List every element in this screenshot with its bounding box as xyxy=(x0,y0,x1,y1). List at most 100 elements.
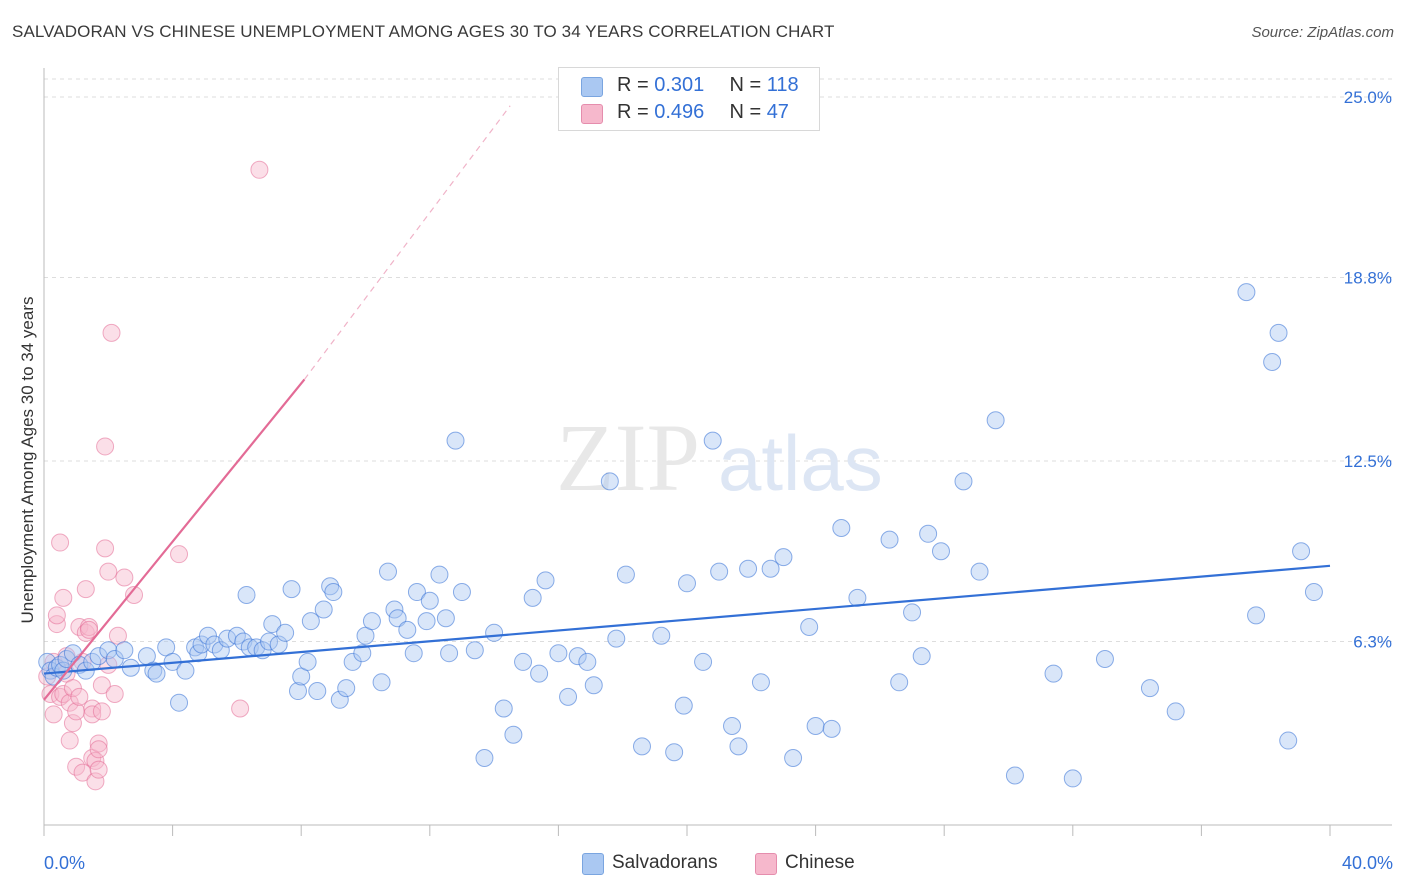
data-point-salvadoran xyxy=(800,617,819,636)
data-point-salvadoran xyxy=(912,647,931,666)
data-point-chinese xyxy=(86,772,105,791)
legend-r-label: R = xyxy=(617,101,655,123)
data-point-salvadoran xyxy=(694,652,713,671)
data-point-salvadoran xyxy=(919,524,938,543)
data-point-salvadoran xyxy=(954,472,973,491)
data-point-salvadoran xyxy=(288,682,307,701)
data-point-chinese xyxy=(96,539,115,558)
bottom-legend-swatch-blue xyxy=(582,853,604,875)
data-point-salvadoran xyxy=(559,687,578,706)
data-point-salvadoran xyxy=(600,472,619,491)
data-point-salvadoran xyxy=(504,725,523,744)
data-point-chinese xyxy=(99,562,118,581)
data-point-salvadoran xyxy=(379,562,398,581)
data-point-chinese xyxy=(80,620,99,639)
data-point-salvadoran xyxy=(321,577,340,596)
x-tick-label: 0.0% xyxy=(44,853,85,873)
data-point-salvadoran xyxy=(848,588,867,607)
trend-lines xyxy=(43,105,1331,701)
correlation-legend: R = 0.301 N = 118 R = 0.496 N = 47 xyxy=(558,67,820,131)
data-point-chinese xyxy=(70,687,89,706)
data-point-chinese xyxy=(76,580,95,599)
data-point-chinese xyxy=(92,702,111,721)
data-point-chinese xyxy=(102,323,121,342)
data-point-salvadoran xyxy=(986,411,1005,430)
data-point-salvadoran xyxy=(465,641,484,660)
data-point-salvadoran xyxy=(710,562,729,581)
data-point-salvadoran xyxy=(485,623,504,642)
data-point-chinese xyxy=(44,705,63,724)
data-point-salvadoran xyxy=(739,559,758,578)
data-point-chinese xyxy=(76,623,95,642)
data-point-salvadoran xyxy=(616,565,635,584)
data-point-salvadoran xyxy=(536,571,555,590)
data-point-chinese xyxy=(125,585,144,604)
data-point-salvadoran xyxy=(1095,650,1114,669)
data-point-salvadoran xyxy=(436,609,455,628)
data-point-salvadoran xyxy=(1247,606,1266,625)
data-point-salvadoran xyxy=(822,719,841,738)
data-point-salvadoran xyxy=(430,565,449,584)
data-point-salvadoran xyxy=(568,647,587,666)
watermark-atlas: atlas xyxy=(718,419,883,507)
data-point-salvadoran xyxy=(514,652,533,671)
data-point-chinese xyxy=(51,687,70,706)
salvadoran-points xyxy=(38,283,1323,788)
legend-n-label: N = xyxy=(729,101,767,123)
y-tick-label: 25.0% xyxy=(1344,88,1392,107)
data-point-salvadoran xyxy=(890,673,909,692)
data-point-salvadoran xyxy=(452,583,471,602)
data-point-salvadoran xyxy=(440,644,459,663)
legend-swatch-pink xyxy=(581,104,603,124)
trend-line-chinese xyxy=(43,378,306,701)
data-point-chinese xyxy=(105,684,124,703)
data-point-salvadoran xyxy=(263,615,282,634)
trend-line-salvadorans xyxy=(43,564,1331,675)
bottom-legend-swatch-pink xyxy=(755,853,777,875)
data-point-salvadoran xyxy=(237,585,256,604)
data-point-salvadoran xyxy=(578,652,597,671)
data-point-salvadoran xyxy=(176,661,195,680)
data-point-salvadoran xyxy=(1269,323,1288,342)
data-point-salvadoran xyxy=(530,664,549,683)
data-point-salvadoran xyxy=(301,612,320,631)
data-point-salvadoran xyxy=(723,716,742,735)
data-point-salvadoran xyxy=(674,696,693,715)
data-point-salvadoran xyxy=(1263,352,1282,371)
data-point-salvadoran xyxy=(372,673,391,692)
watermark-zip: ZIP xyxy=(556,404,700,511)
data-point-chinese xyxy=(89,734,108,753)
data-point-salvadoran xyxy=(549,644,568,663)
data-point-chinese xyxy=(63,714,82,733)
data-point-salvadoran xyxy=(420,591,439,610)
data-point-chinese xyxy=(170,545,189,564)
data-point-salvadoran xyxy=(584,676,603,695)
y-tick-label: 6.3% xyxy=(1353,633,1392,652)
data-point-chinese xyxy=(250,160,269,179)
data-point-salvadoran xyxy=(147,664,166,683)
data-point-salvadoran xyxy=(324,583,343,602)
data-point-salvadoran xyxy=(362,612,381,631)
data-point-salvadoran xyxy=(330,690,349,709)
data-point-salvadoran xyxy=(298,652,317,671)
data-point-salvadoran xyxy=(761,559,780,578)
y-tick-label: 18.8% xyxy=(1344,269,1392,288)
data-point-salvadoran xyxy=(970,562,989,581)
legend-r-label: R = xyxy=(617,74,655,96)
data-point-chinese xyxy=(89,740,108,759)
data-point-salvadoran xyxy=(276,623,295,642)
tick-labels: 6.3% 12.5% 18.8% 25.0% 0.0% 40.0% xyxy=(44,88,1393,873)
y-tick-label: 12.5% xyxy=(1344,452,1392,471)
data-point-chinese xyxy=(96,437,115,456)
source-credit: Source: ZipAtlas.com xyxy=(1251,24,1394,41)
data-point-salvadoran xyxy=(1292,542,1311,561)
trend-line-chinese-extrapolated xyxy=(303,105,511,380)
data-point-salvadoran xyxy=(1279,731,1298,750)
data-point-salvadoran xyxy=(1044,664,1063,683)
grid-lines xyxy=(44,78,1392,643)
data-point-salvadoran xyxy=(353,644,372,663)
legend-r-value-salvadorans: 0.301 xyxy=(654,74,705,96)
data-point-chinese xyxy=(67,702,86,721)
legend-n-value-salvadorans: 118 xyxy=(766,74,799,96)
